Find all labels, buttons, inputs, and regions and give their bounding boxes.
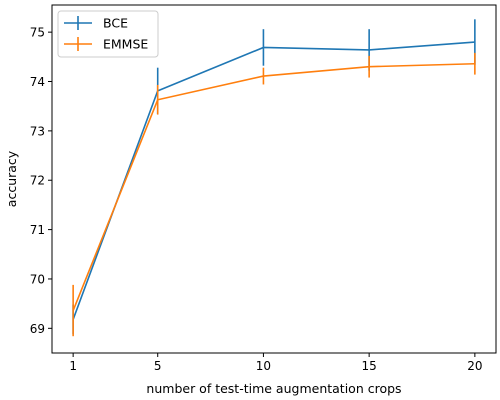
legend-label: BCE — [103, 16, 128, 31]
x-tick-label: 1 — [69, 359, 77, 373]
series-emmse — [72, 52, 476, 337]
plot-area — [72, 19, 476, 337]
y-tick-label: 75 — [30, 26, 45, 40]
legend-item: EMMSE — [64, 37, 148, 52]
y-tick-label: 72 — [30, 174, 45, 188]
x-axis: 1 5 10 15 20 — [69, 353, 482, 373]
y-tick-label: 69 — [30, 322, 45, 336]
y-axis-label: accuracy — [4, 150, 19, 207]
x-tick-label: 15 — [362, 359, 377, 373]
x-tick-label: 20 — [467, 359, 482, 373]
legend: BCE EMMSE — [57, 10, 159, 58]
x-axis-label: number of test-time augmentation crops — [146, 381, 401, 396]
series-bce — [72, 19, 476, 335]
x-tick-label: 5 — [154, 359, 162, 373]
legend-item: BCE — [64, 16, 128, 31]
series-line — [72, 62, 475, 311]
y-axis: 69 70 71 72 73 74 75 — [30, 26, 52, 336]
axes-frame — [51, 4, 497, 354]
y-tick-label: 70 — [30, 272, 45, 286]
series-line — [72, 41, 475, 320]
x-tick-label: 10 — [256, 359, 271, 373]
legend-label: EMMSE — [103, 37, 148, 52]
y-tick-label: 71 — [30, 223, 45, 237]
y-tick-label: 73 — [30, 124, 45, 138]
y-tick-label: 74 — [30, 75, 45, 89]
